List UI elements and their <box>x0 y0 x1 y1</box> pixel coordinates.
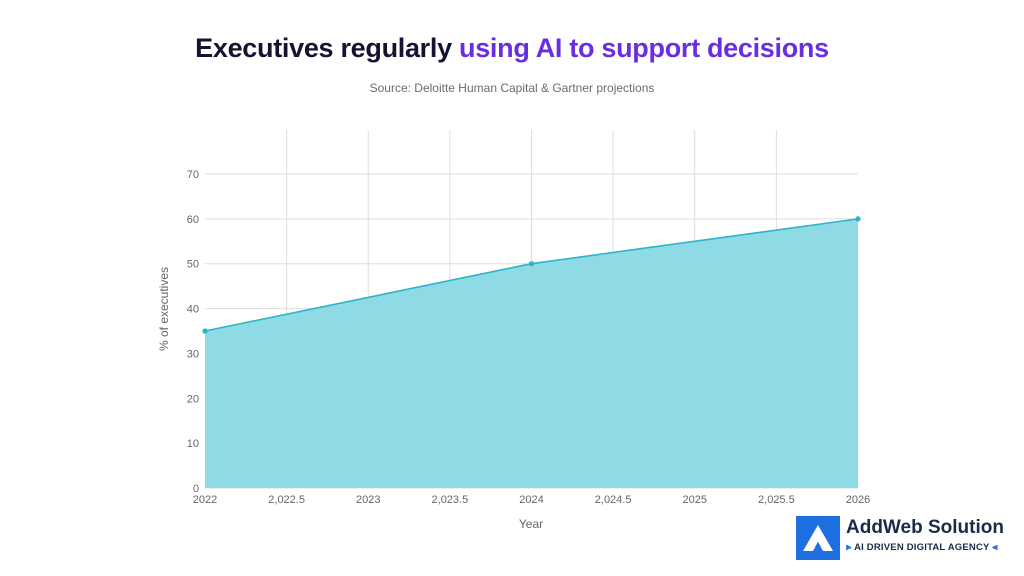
x-tick-label: 2,025.5 <box>758 494 795 506</box>
addweb-logo-icon <box>796 516 840 560</box>
x-tick-label: 2024 <box>519 494 543 506</box>
tagline-right-arrows-icon: ⫷ <box>992 542 998 553</box>
x-tick-label: 2026 <box>846 494 870 506</box>
data-point <box>528 261 535 267</box>
logo-tagline: ⫸ AI DRIVEN DIGITAL AGENCY ⫷ <box>846 542 998 553</box>
y-tick-label: 60 <box>187 214 199 226</box>
y-tick-label: 70 <box>187 169 199 181</box>
chart-subtitle: Source: Deloitte Human Capital & Gartner… <box>369 81 655 95</box>
x-tick-label: 2025 <box>683 494 707 506</box>
y-tick-label: 0 <box>193 483 199 495</box>
y-tick-label: 10 <box>187 438 199 450</box>
chart-title-part2: using AI to support decisions <box>459 33 829 63</box>
data-point <box>202 328 208 334</box>
y-tick-label: 50 <box>187 259 199 271</box>
x-tick-label: 2,023.5 <box>432 494 469 506</box>
series-area <box>205 218 858 488</box>
y-tick-label: 30 <box>187 348 199 360</box>
x-tick-label: 2,022.5 <box>268 494 305 506</box>
data-point <box>855 216 861 222</box>
tagline-left-arrows-icon: ⫸ <box>846 542 852 553</box>
y-tick-label: 20 <box>187 393 199 405</box>
y-axis-label: % of executives <box>157 267 171 351</box>
x-axis-label: Year <box>519 517 543 531</box>
tick-layer: 2022 2,022.5 2023 2,023.5 2024 2,024.5 2025 2,0… <box>187 169 870 506</box>
logo-name: AddWeb Solution <box>846 517 1004 538</box>
data-layer <box>202 216 861 488</box>
x-tick-label: 2022 <box>193 494 217 506</box>
addweb-logo: AddWeb Solution ⫸ AI DRIVEN DIGITAL AGEN… <box>796 516 1016 562</box>
chart-title-part1: Executives regularly <box>195 33 452 63</box>
chart-title: Executives regularly using AI to support… <box>0 33 1024 64</box>
x-tick-label: 2,024.5 <box>595 494 632 506</box>
tagline-text: AI DRIVEN DIGITAL AGENCY <box>854 542 990 553</box>
x-tick-label: 2023 <box>356 494 380 506</box>
y-tick-label: 40 <box>187 304 199 316</box>
